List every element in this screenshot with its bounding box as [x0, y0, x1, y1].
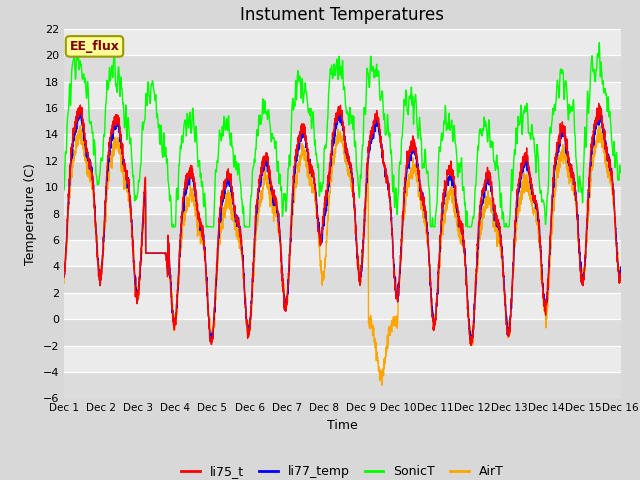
- li75_t: [546, 233, 554, 239]
- li77_temp: [124, 175, 132, 181]
- Text: EE_flux: EE_flux: [70, 40, 120, 53]
- Bar: [64, 293, 621, 319]
- Bar: [64, 29, 621, 55]
- li77_temp: [617, 264, 625, 270]
- li77_temp: [298, 125, 306, 131]
- li77_temp: [157, 251, 164, 256]
- X-axis label: Time: Time: [327, 419, 358, 432]
- SonicT: [595, 40, 603, 46]
- li75_t: [157, 251, 164, 256]
- SonicT: [124, 121, 131, 127]
- Bar: [64, 82, 621, 108]
- Bar: [64, 134, 621, 161]
- li75_t: [467, 343, 475, 348]
- Line: SonicT: SonicT: [64, 43, 621, 227]
- AirT: [124, 186, 132, 192]
- AirT: [60, 280, 68, 286]
- li75_t: [60, 269, 68, 275]
- Bar: [64, 346, 621, 372]
- SonicT: [168, 224, 176, 230]
- li75_t: [595, 100, 602, 106]
- SonicT: [157, 138, 164, 144]
- li77_temp: [547, 234, 554, 240]
- Line: li77_temp: li77_temp: [64, 112, 621, 343]
- AirT: [298, 147, 306, 153]
- li75_t: [606, 161, 614, 167]
- AirT: [76, 123, 84, 129]
- Bar: [64, 55, 621, 82]
- SonicT: [606, 112, 614, 118]
- Bar: [64, 108, 621, 134]
- SonicT: [298, 84, 306, 90]
- li77_temp: [274, 212, 282, 217]
- li75_t: [274, 206, 282, 212]
- AirT: [606, 180, 614, 186]
- Bar: [64, 372, 621, 398]
- li77_temp: [606, 168, 614, 174]
- Line: li75_t: li75_t: [64, 103, 621, 346]
- li77_temp: [77, 109, 85, 115]
- li77_temp: [60, 268, 68, 274]
- Bar: [64, 240, 621, 266]
- Bar: [64, 214, 621, 240]
- AirT: [157, 251, 164, 256]
- li77_temp: [467, 340, 475, 346]
- li75_t: [617, 271, 625, 276]
- Bar: [64, 266, 621, 293]
- SonicT: [274, 165, 282, 170]
- li75_t: [124, 180, 131, 186]
- AirT: [617, 271, 625, 276]
- Bar: [64, 319, 621, 346]
- AirT: [378, 382, 386, 388]
- SonicT: [546, 125, 554, 131]
- Bar: [64, 161, 621, 187]
- Legend: li75_t, li77_temp, SonicT, AirT: li75_t, li77_temp, SonicT, AirT: [176, 460, 509, 480]
- SonicT: [617, 169, 625, 175]
- Bar: [64, 187, 621, 214]
- SonicT: [60, 187, 68, 193]
- AirT: [547, 251, 554, 256]
- Line: AirT: AirT: [64, 126, 621, 385]
- li75_t: [298, 121, 305, 127]
- AirT: [274, 223, 282, 229]
- Title: Instument Temperatures: Instument Temperatures: [241, 6, 444, 24]
- Y-axis label: Temperature (C): Temperature (C): [24, 163, 37, 264]
